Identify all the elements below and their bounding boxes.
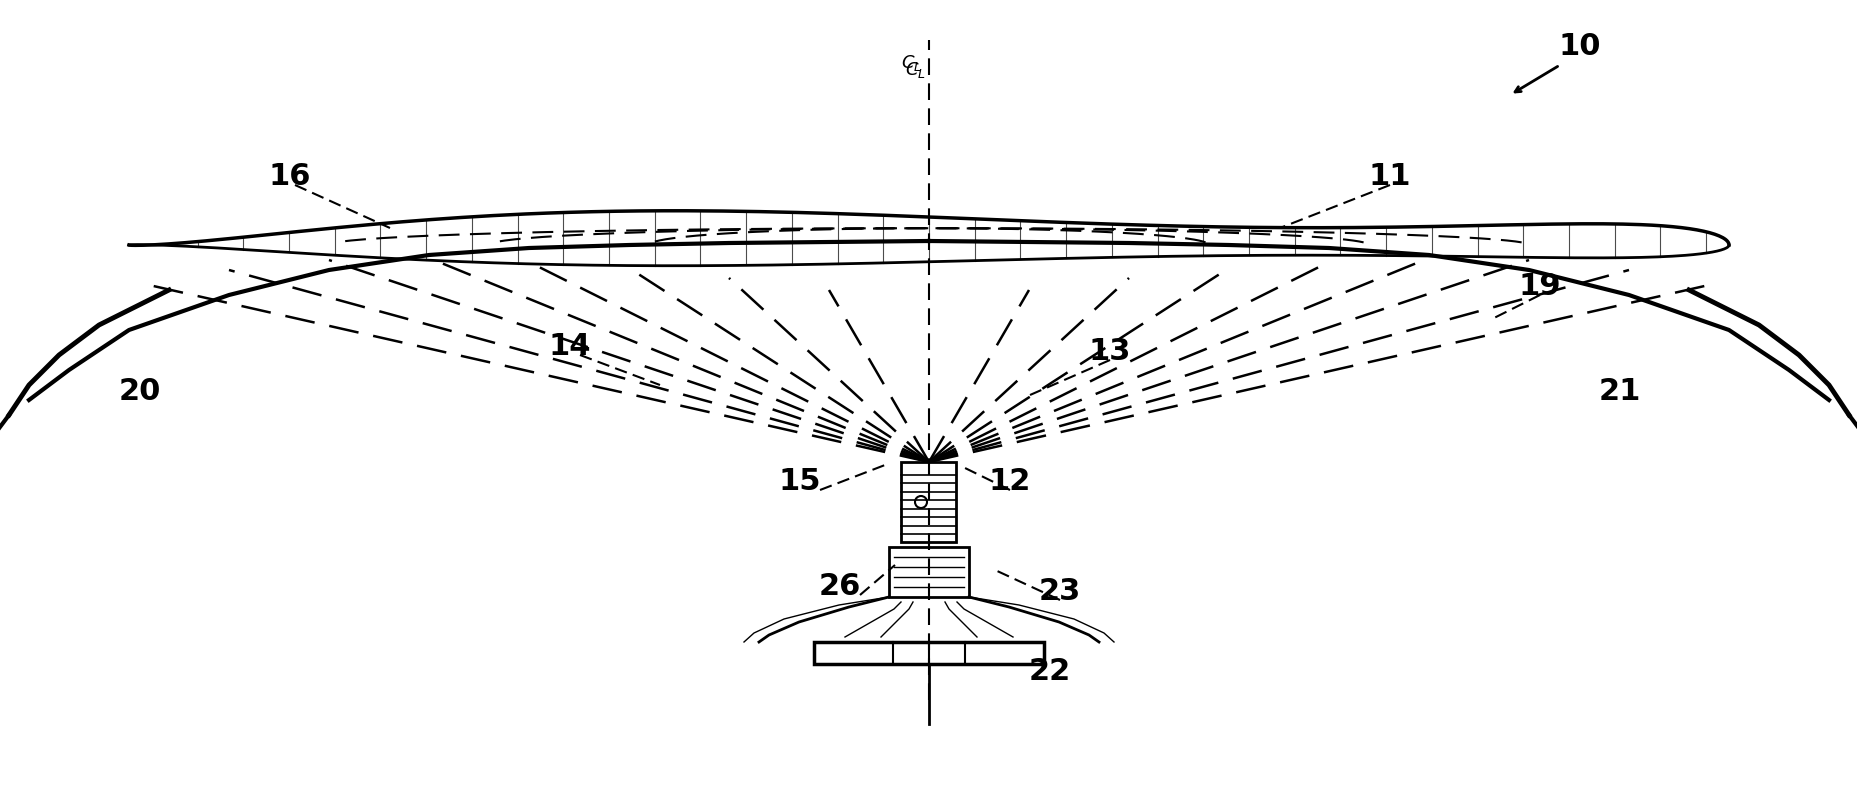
Text: 10: 10 <box>1558 32 1601 61</box>
Bar <box>813 642 1044 664</box>
Text: 13: 13 <box>1088 337 1131 366</box>
Text: 22: 22 <box>1029 657 1070 686</box>
Text: 16: 16 <box>269 162 312 191</box>
Text: $C_L$: $C_L$ <box>904 60 925 80</box>
Text: 11: 11 <box>1369 162 1411 191</box>
Bar <box>901 462 956 542</box>
Text: 14: 14 <box>548 332 591 361</box>
Text: $C_L$: $C_L$ <box>901 53 921 73</box>
Text: 26: 26 <box>819 572 862 601</box>
Text: 19: 19 <box>1517 272 1560 301</box>
Text: 23: 23 <box>1038 577 1081 606</box>
Bar <box>888 547 969 597</box>
Text: 12: 12 <box>988 467 1031 496</box>
Text: 20: 20 <box>119 377 162 406</box>
Text: 15: 15 <box>778 467 821 496</box>
Text: 21: 21 <box>1599 377 1640 406</box>
